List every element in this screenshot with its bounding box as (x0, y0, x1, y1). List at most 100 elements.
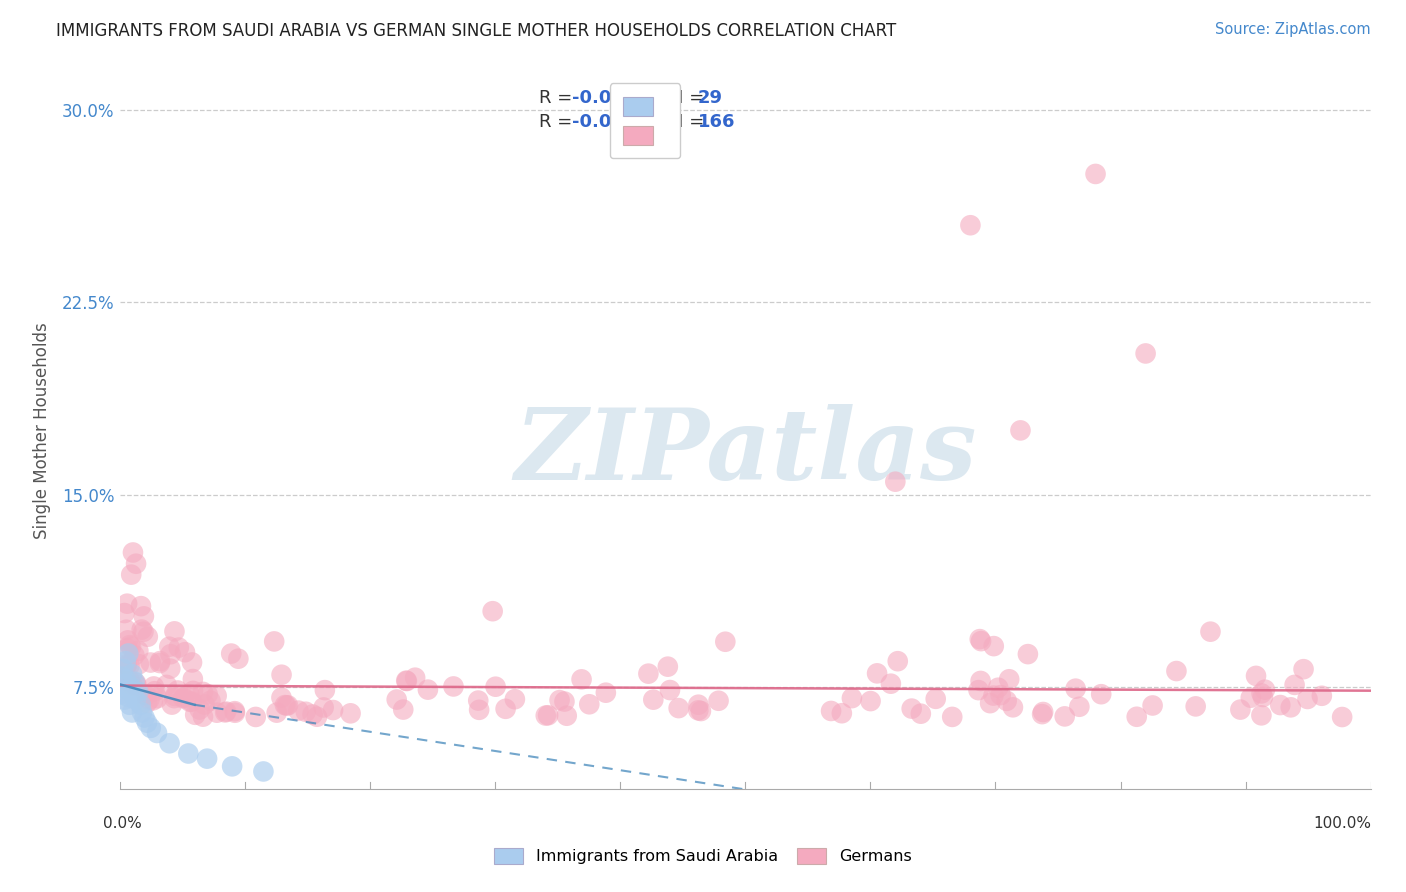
Point (266, 706, 288, 720)
Point (404, 671, 426, 685)
Point (157, 640, 180, 654)
Point (177, 747, 200, 761)
Point (184, 707, 207, 722)
Point (127, 685, 149, 699)
Point (1292, 662, 1315, 676)
Point (657, 659, 679, 673)
Point (1254, 682, 1277, 697)
Point (503, 692, 526, 706)
Point (128, 657, 150, 672)
Point (1090, 687, 1112, 701)
Point (191, 709, 214, 723)
Point (167, 640, 190, 655)
Point (339, 706, 361, 721)
Point (1069, 699, 1091, 714)
Point (395, 673, 418, 688)
Point (866, 666, 889, 681)
Point (205, 689, 228, 703)
Point (155, 678, 177, 692)
Point (197, 687, 219, 701)
Point (124, 648, 146, 663)
Point (224, 704, 246, 718)
Point (129, 698, 152, 712)
Point (142, 693, 165, 707)
Point (121, 678, 143, 692)
Point (120, 680, 142, 694)
Point (659, 683, 682, 698)
Point (118, 658, 141, 673)
Point (200, 694, 222, 708)
Point (277, 698, 299, 713)
Point (1017, 647, 1039, 661)
Legend: , : , (610, 83, 681, 159)
Point (668, 701, 690, 715)
Point (287, 704, 309, 718)
Point (534, 708, 557, 723)
Point (270, 690, 292, 705)
Point (134, 710, 156, 724)
Point (179, 695, 201, 709)
Point (537, 708, 560, 723)
Point (983, 689, 1005, 703)
Point (1125, 710, 1147, 724)
Point (263, 634, 285, 648)
Point (120, 640, 142, 654)
Point (495, 702, 517, 716)
Point (925, 691, 948, 706)
Point (1142, 698, 1164, 713)
Point (595, 686, 617, 700)
Point (294, 705, 316, 719)
Text: -0.097: -0.097 (572, 89, 637, 107)
Point (245, 710, 267, 724)
Point (322, 703, 344, 717)
Point (969, 632, 991, 647)
Point (1135, 346, 1157, 360)
Point (887, 654, 910, 668)
Point (172, 691, 194, 706)
Point (395, 673, 418, 688)
Point (910, 706, 932, 721)
Text: Source: ZipAtlas.com: Source: ZipAtlas.com (1215, 22, 1371, 37)
Point (1184, 699, 1206, 714)
Point (571, 673, 593, 687)
Point (301, 707, 323, 722)
Point (195, 751, 218, 765)
Point (416, 682, 439, 697)
Point (114, 606, 136, 620)
Point (900, 701, 922, 715)
Point (941, 710, 963, 724)
Text: 29: 29 (697, 89, 723, 107)
Text: R =: R = (538, 112, 578, 130)
Point (1270, 698, 1292, 712)
Point (112, 673, 135, 687)
Point (160, 698, 183, 712)
Point (1279, 700, 1302, 714)
Text: IMMIGRANTS FROM SAUDI ARABIA VS GERMAN SINGLE MOTHER HOUSEHOLDS CORRELATION CHAR: IMMIGRANTS FROM SAUDI ARABIA VS GERMAN S… (56, 22, 897, 40)
Point (1251, 690, 1274, 704)
Point (173, 690, 195, 705)
Point (481, 604, 503, 618)
Point (274, 698, 297, 712)
Point (188, 702, 211, 716)
Point (1010, 424, 1032, 438)
Point (149, 654, 172, 668)
Legend: Immigrants from Saudi Arabia, Germans: Immigrants from Saudi Arabia, Germans (488, 841, 918, 871)
Point (117, 690, 139, 705)
Point (688, 703, 710, 717)
Point (1250, 686, 1272, 700)
Point (163, 691, 186, 706)
Point (484, 680, 506, 694)
Point (1331, 710, 1354, 724)
Point (714, 634, 737, 648)
Point (1229, 703, 1251, 717)
Point (1240, 690, 1263, 705)
Point (1296, 692, 1319, 706)
Point (125, 692, 148, 706)
Point (214, 706, 236, 720)
Point (998, 673, 1021, 687)
Point (135, 696, 157, 710)
Point (121, 667, 143, 681)
Point (131, 623, 153, 637)
Point (180, 694, 202, 708)
Point (1250, 708, 1272, 723)
